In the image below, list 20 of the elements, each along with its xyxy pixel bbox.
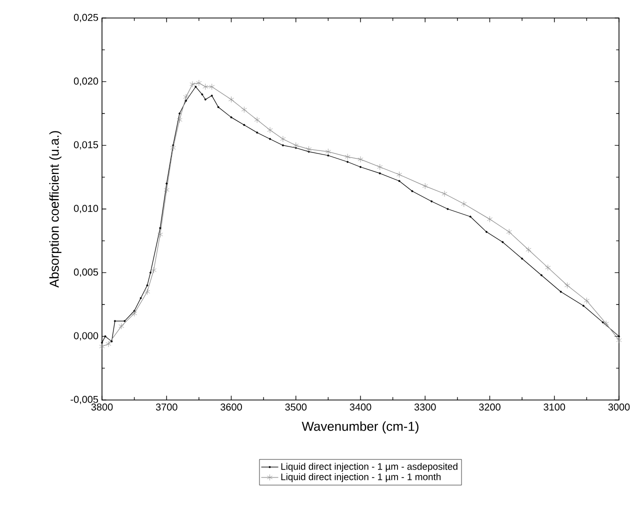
y-tick-label: 0,015: [74, 141, 98, 150]
legend-label: Liquid direct injection - 1 µm - 1 month: [281, 473, 441, 482]
x-tick-label: 3400: [350, 404, 372, 411]
x-axis-title: Wavenumber (cm-1): [302, 421, 418, 434]
x-tick-label: 3100: [544, 404, 566, 411]
x-tick-label: 3200: [479, 404, 500, 411]
y-tick-label: 0,025: [74, 14, 98, 22]
y-axis-title: Absorption coefficient (u.a.): [49, 131, 62, 288]
x-tick-label: 3800: [91, 404, 113, 411]
x-tick-label: 3600: [220, 404, 242, 411]
legend-label: Liquid direct injection - 1 µm - asdeposited: [281, 462, 458, 472]
y-tick-label: -0,005: [70, 396, 98, 404]
y-tick-label: 0,010: [74, 204, 98, 214]
x-tick-label: 3000: [608, 404, 630, 411]
y-tick-label: 0,020: [74, 78, 98, 86]
x-tick-label: 3500: [285, 404, 307, 411]
x-tick-label: 3700: [156, 404, 178, 411]
y-tick-label: 0,005: [74, 268, 98, 277]
y-tick-label: 0,000: [74, 332, 98, 340]
x-tick-label: 3300: [414, 404, 436, 411]
